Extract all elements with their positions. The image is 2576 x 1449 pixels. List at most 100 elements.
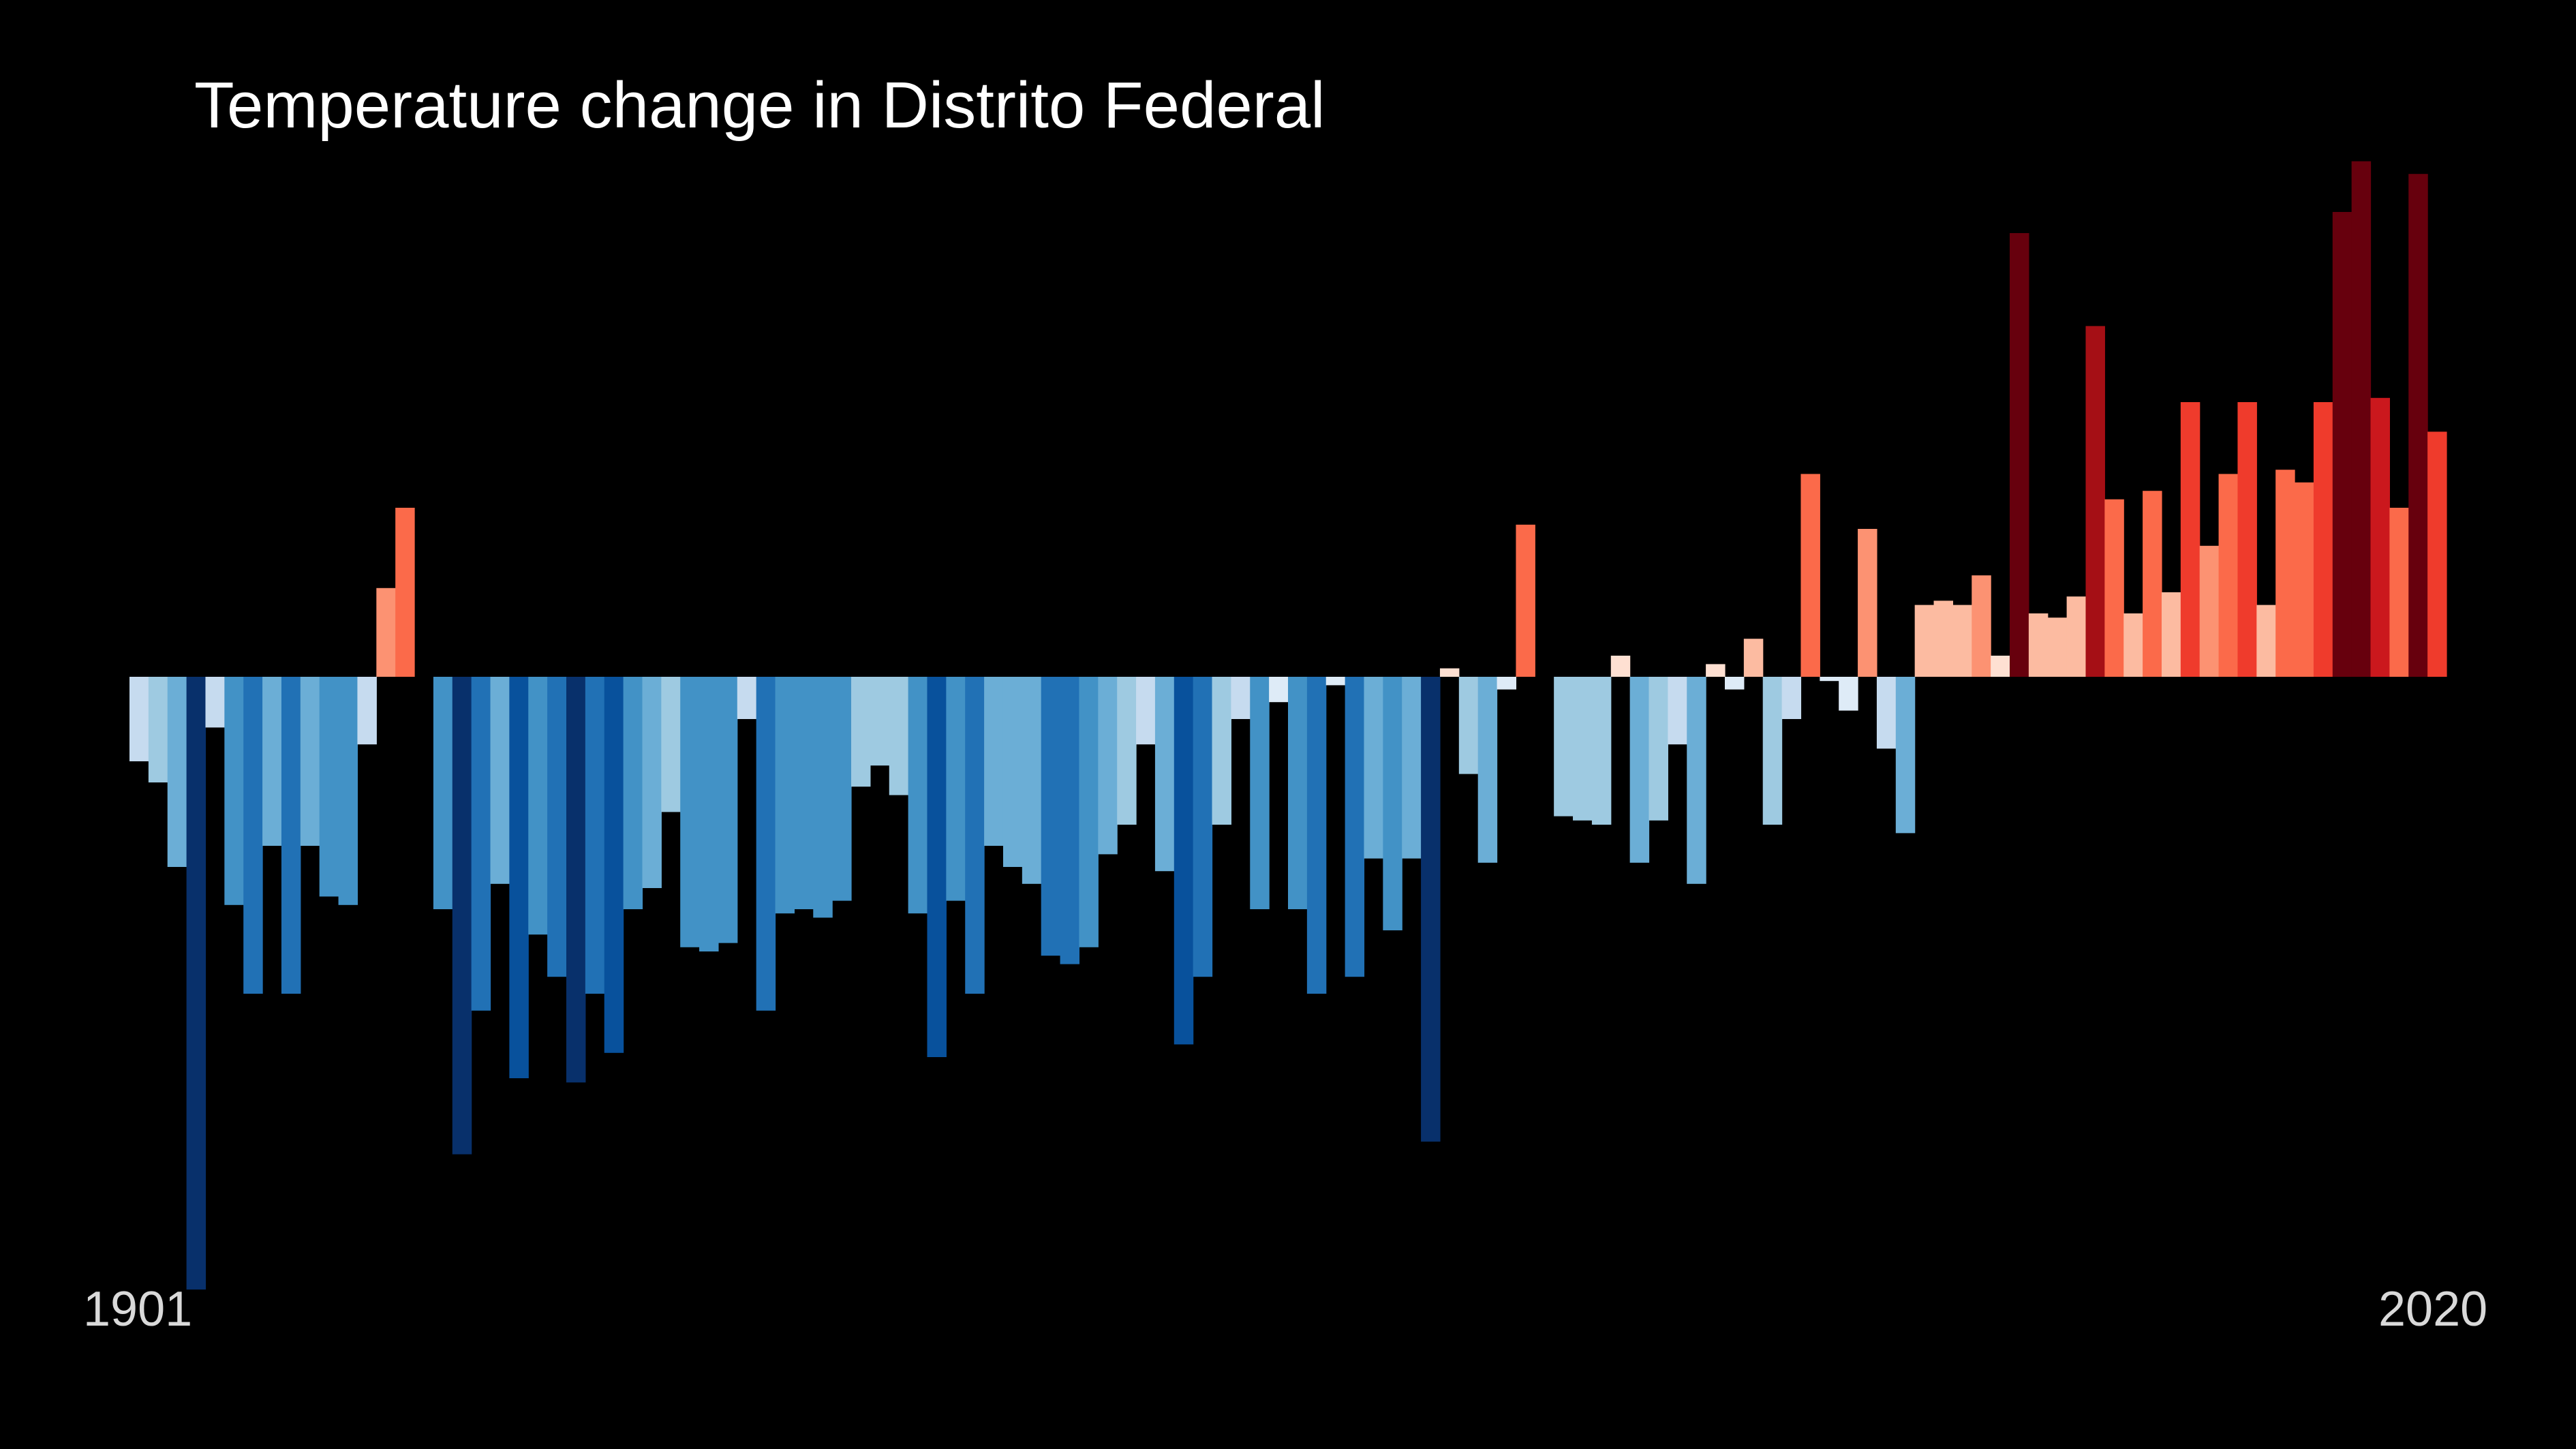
bar-2013: [2256, 605, 2276, 677]
bar-1924: [566, 677, 586, 1083]
bar-2022: [2427, 431, 2447, 677]
bar-1907: [243, 677, 263, 994]
bar-2007: [2143, 491, 2162, 677]
bar-1930: [680, 677, 700, 947]
bar-1985: [1724, 677, 1745, 690]
bar-1979: [1610, 656, 1631, 677]
bar-1961: [1269, 677, 1289, 703]
bar-2011: [2218, 474, 2239, 677]
bar-1943: [927, 677, 947, 1057]
bar-1920: [490, 677, 510, 884]
bar-2004: [2085, 326, 2105, 677]
bar-1950: [1060, 677, 1080, 964]
bars-group: [129, 161, 2447, 1290]
bar-1931: [699, 677, 719, 951]
bar-1963: [1306, 677, 1327, 994]
bar-1934: [756, 677, 776, 1011]
bar-1972: [1477, 677, 1498, 863]
chart-title: Temperature change in Distrito Federal: [194, 69, 1325, 142]
bar-1954: [1136, 677, 1156, 745]
bar-1949: [1041, 677, 1061, 956]
bar-1929: [661, 677, 681, 812]
bar-1941: [889, 677, 909, 795]
bar-1971: [1458, 677, 1479, 774]
bar-1922: [528, 677, 548, 935]
bar-1982: [1668, 677, 1687, 745]
bar-1974: [1516, 524, 1535, 677]
bar-1983: [1687, 677, 1706, 884]
bar-2017: [2332, 212, 2352, 677]
bar-1904: [186, 677, 206, 1290]
bar-1927: [623, 677, 643, 909]
bar-1997: [1952, 605, 1972, 677]
bar-1923: [547, 677, 567, 977]
bar-1990: [1820, 677, 1839, 682]
bar-2003: [2066, 596, 2087, 677]
bar-1936: [794, 677, 814, 909]
bar-1988: [1781, 677, 1802, 719]
bar-2020: [2389, 508, 2409, 677]
bar-1981: [1649, 677, 1668, 821]
bar-1978: [1591, 677, 1612, 825]
bar-1951: [1079, 677, 1099, 947]
bar-1989: [1800, 474, 1820, 677]
bar-1976: [1554, 677, 1574, 817]
bar-1999: [1991, 656, 2010, 677]
bar-2012: [2237, 402, 2257, 677]
bar-1918: [452, 677, 472, 1155]
bar-1917: [433, 677, 453, 909]
bar-1928: [642, 677, 662, 888]
bar-1984: [1706, 664, 1726, 677]
bar-1998: [1972, 575, 1991, 677]
bar-1944: [946, 677, 966, 901]
bar-1973: [1497, 677, 1517, 690]
bar-1940: [870, 677, 890, 766]
bar-2001: [2028, 613, 2049, 677]
bar-2010: [2199, 545, 2220, 677]
bar-1901: [129, 677, 149, 761]
bar-2018: [2351, 161, 2372, 677]
bar-1921: [509, 677, 529, 1078]
bar-1955: [1154, 677, 1175, 872]
bar-2014: [2275, 470, 2295, 677]
bar-1980: [1629, 677, 1650, 863]
bar-1958: [1212, 677, 1231, 825]
bar-1937: [813, 677, 833, 918]
bar-1977: [1573, 677, 1593, 821]
bar-1957: [1193, 677, 1213, 977]
bar-1925: [585, 677, 605, 994]
bar-2015: [2295, 482, 2314, 677]
bar-1914: [376, 588, 396, 677]
bar-1911: [319, 677, 339, 897]
bar-1964: [1325, 677, 1346, 686]
bar-1970: [1439, 668, 1460, 677]
bar-1926: [604, 677, 624, 1053]
bar-1939: [851, 677, 871, 787]
bar-2008: [2161, 592, 2181, 677]
bar-1996: [1933, 600, 1954, 677]
bar-1905: [205, 677, 225, 728]
bar-1965: [1345, 677, 1365, 977]
bar-2021: [2408, 174, 2428, 677]
bar-2002: [2047, 617, 2068, 677]
bar-1993: [1876, 677, 1897, 749]
bar-1995: [1914, 605, 1935, 677]
bar-1960: [1250, 677, 1270, 909]
bar-1938: [832, 677, 852, 901]
bar-1991: [1839, 677, 1858, 711]
bar-1969: [1421, 677, 1441, 1142]
bar-1932: [718, 677, 738, 943]
bar-1994: [1895, 677, 1916, 834]
bar-1942: [908, 677, 928, 914]
bar-2009: [2180, 402, 2201, 677]
bar-1947: [1002, 677, 1023, 867]
x-axis-start-label: 1901: [83, 1282, 193, 1337]
bar-1948: [1022, 677, 1042, 884]
bar-2016: [2313, 402, 2333, 677]
x-axis-end-label: 2020: [2378, 1282, 2488, 1337]
bar-2000: [2010, 233, 2029, 677]
bar-1913: [357, 677, 377, 745]
bar-1903: [167, 677, 187, 867]
bar-2006: [2123, 613, 2143, 677]
